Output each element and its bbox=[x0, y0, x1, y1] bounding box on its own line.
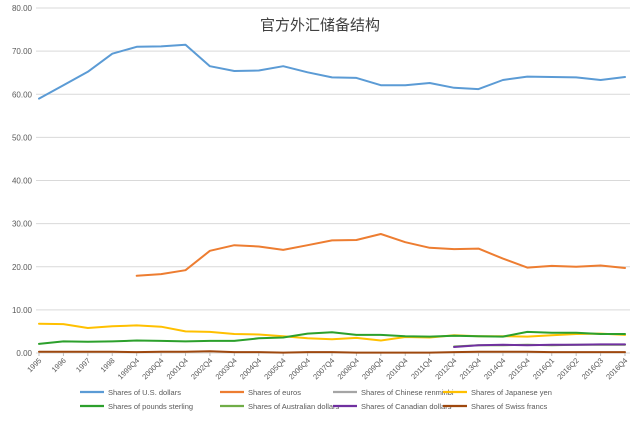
x-tick-label: 2003Q4 bbox=[214, 356, 239, 381]
y-tick-label: 80.00 bbox=[12, 4, 33, 13]
legend-label: Shares of Chinese renminbi bbox=[361, 388, 454, 397]
x-tick-label: 2016Q2 bbox=[555, 356, 580, 381]
legend-label: Shares of U.S. dollars bbox=[108, 388, 181, 397]
chart-title: 官方外汇储备结构 bbox=[260, 17, 380, 34]
x-tick-label: 1999Q4 bbox=[116, 356, 141, 381]
x-tick-label: 2002Q4 bbox=[189, 356, 214, 381]
y-tick-label: 20.00 bbox=[12, 263, 33, 272]
series-line bbox=[38, 322, 626, 342]
x-tick-label: 1997 bbox=[74, 356, 92, 374]
y-tick-label: 10.00 bbox=[12, 306, 33, 315]
x-tick-label: 1996 bbox=[50, 356, 68, 374]
x-tick-label: 2014Q4 bbox=[482, 356, 507, 381]
series-shares-of-swiss-francs bbox=[38, 350, 626, 354]
y-tick-label: 0.00 bbox=[16, 349, 32, 358]
legend-item: Shares of Canadian dollars bbox=[333, 402, 452, 411]
legend-item: Shares of U.S. dollars bbox=[80, 388, 181, 397]
x-tick-label: 2004Q4 bbox=[238, 356, 263, 381]
x-tick-label: 2016Q4 bbox=[604, 356, 629, 381]
series-shares-of-euros bbox=[135, 233, 626, 277]
x-tick-label: 2011Q4 bbox=[409, 356, 434, 381]
legend-label: Shares of euros bbox=[248, 388, 301, 397]
series-line bbox=[453, 343, 626, 348]
legend-item: Shares of Australian dollars bbox=[220, 402, 340, 411]
x-tick-label: 2016Q3 bbox=[580, 356, 605, 381]
x-tick-label: 2009Q4 bbox=[360, 356, 385, 381]
x-tick-label: 1995 bbox=[25, 356, 43, 374]
series-shares-of-japanese-yen bbox=[38, 322, 626, 342]
y-tick-label: 70.00 bbox=[12, 47, 33, 56]
series-line bbox=[38, 350, 626, 354]
legend-label: Shares of Swiss francs bbox=[471, 402, 548, 411]
legend-item: Shares of pounds sterling bbox=[80, 402, 193, 411]
x-tick-label: 2001Q4 bbox=[165, 356, 190, 381]
legend-item: Shares of Japanese yen bbox=[443, 388, 552, 397]
legend-label: Shares of Japanese yen bbox=[471, 388, 552, 397]
x-tick-label: 1998 bbox=[99, 356, 117, 374]
y-axis-ticks: 0.00 10.00 20.00 30.00 40.00 50.00 60.00 70.00 8… bbox=[12, 4, 33, 358]
series-shares-of-canadian-dollars bbox=[453, 343, 626, 348]
series-layer bbox=[38, 43, 626, 354]
series-shares-of-u-s-dollars bbox=[38, 43, 626, 100]
series-line bbox=[38, 43, 626, 100]
legend-label: Shares of Australian dollars bbox=[248, 402, 340, 411]
series-shares-of-pounds-sterling bbox=[38, 330, 626, 345]
x-tick-label: 2012Q4 bbox=[433, 356, 458, 381]
legend-label: Shares of pounds sterling bbox=[108, 402, 193, 411]
x-axis-ticks: 1995 1996 1997 1998 1999Q4 2000Q4 2001Q4 2002Q4… bbox=[25, 353, 629, 381]
legend-item: Shares of euros bbox=[220, 388, 301, 397]
x-tick-label: 2016Q1 bbox=[531, 356, 556, 381]
legend-item: Shares of Chinese renminbi bbox=[333, 388, 454, 397]
legend-label: Shares of Canadian dollars bbox=[361, 402, 452, 411]
legend: Shares of U.S. dollars Shares of euros Sha… bbox=[80, 388, 552, 411]
grid-layer bbox=[36, 7, 630, 354]
x-tick-label: 2010Q4 bbox=[384, 356, 409, 381]
y-tick-label: 60.00 bbox=[12, 90, 33, 99]
y-tick-label: 30.00 bbox=[12, 220, 33, 229]
x-tick-label: 2007Q4 bbox=[311, 356, 336, 381]
series-line bbox=[135, 233, 626, 277]
x-tick-label: 2000Q4 bbox=[140, 356, 165, 381]
y-tick-label: 40.00 bbox=[12, 177, 33, 186]
x-tick-label: 2005Q4 bbox=[262, 356, 287, 381]
x-tick-label: 2006Q4 bbox=[287, 356, 312, 381]
x-tick-label: 2015Q4 bbox=[507, 356, 532, 381]
series-line bbox=[38, 330, 626, 345]
x-tick-label: 2008Q4 bbox=[336, 356, 361, 381]
y-tick-label: 50.00 bbox=[12, 133, 33, 142]
legend-item: Shares of Swiss francs bbox=[443, 402, 548, 411]
x-tick-label: 2013Q4 bbox=[458, 356, 483, 381]
